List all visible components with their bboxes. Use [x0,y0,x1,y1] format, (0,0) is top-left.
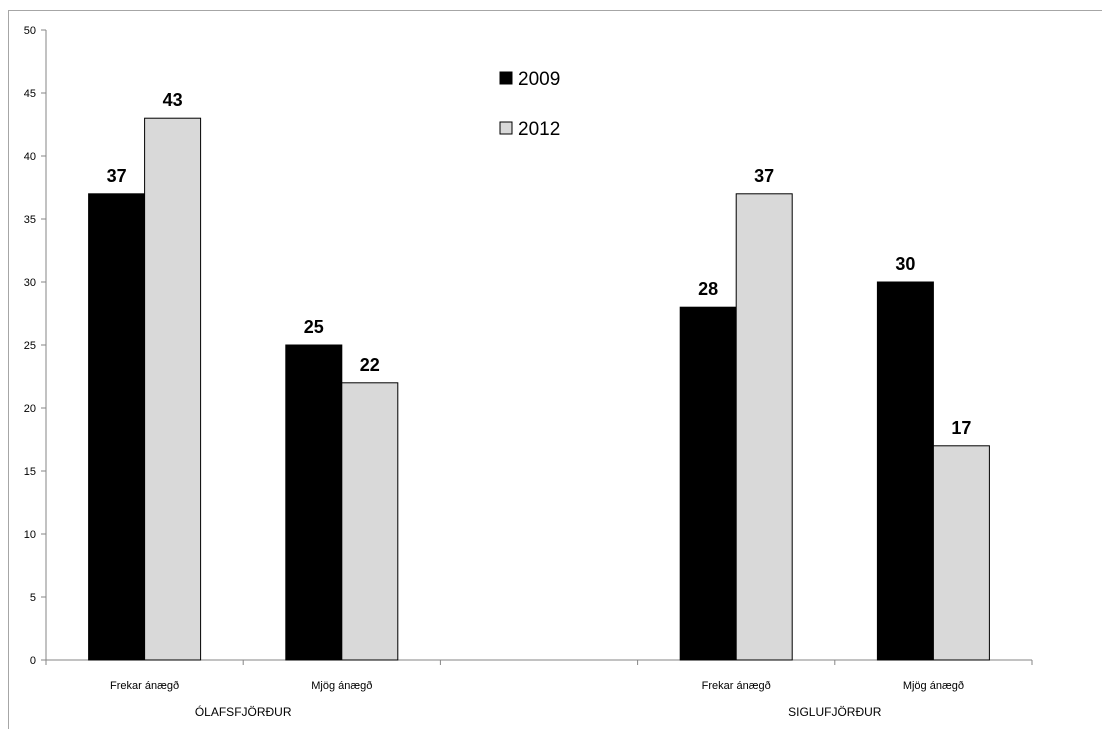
bar-2012 [932,445,990,661]
bar-2012 [735,193,793,661]
y-tick-label: 50 [24,25,36,37]
data-label: 43 [163,90,183,110]
y-tick-label: 0 [30,655,36,667]
y-tick-label: 30 [24,277,36,289]
data-label: 30 [895,254,915,274]
x-category-label: Frekar ánægð [702,680,771,692]
data-label: 37 [107,166,127,186]
data-label: 37 [754,166,774,186]
y-tick-label: 35 [24,214,36,226]
legend-label: 2012 [518,119,560,140]
data-label: 28 [698,279,718,299]
legend-label: 2009 [518,69,560,90]
legend-swatch-2012 [499,121,513,135]
bar-2009 [876,281,934,661]
y-tick-label: 20 [24,403,36,415]
bar-2012 [341,382,399,661]
x-category-label: Mjög ánægð [311,680,372,692]
y-tick-label: 45 [24,88,36,100]
x-category-label: Frekar ánægð [110,680,179,692]
chart-frame-left [8,10,9,729]
x-category-label: Mjög ánægð [903,680,964,692]
bar-2009 [88,193,146,661]
y-tick-label: 10 [24,529,36,541]
bar-2009 [679,306,737,661]
bar-2012 [144,117,202,661]
y-tick-label: 15 [24,466,36,478]
bar-2009 [285,344,343,661]
y-tick-label: 5 [30,592,36,604]
data-label: 22 [360,355,380,375]
x-group-label: SIGLUFJÖRÐUR [788,705,882,719]
y-tick-label: 25 [24,340,36,352]
data-label: 17 [951,418,971,438]
y-tick-label: 40 [24,151,36,163]
x-group-label: ÓLAFSFJÖRÐUR [195,704,292,719]
data-label: 25 [304,317,324,337]
chart-frame-top [8,10,1102,11]
legend-swatch-2009 [499,71,513,85]
